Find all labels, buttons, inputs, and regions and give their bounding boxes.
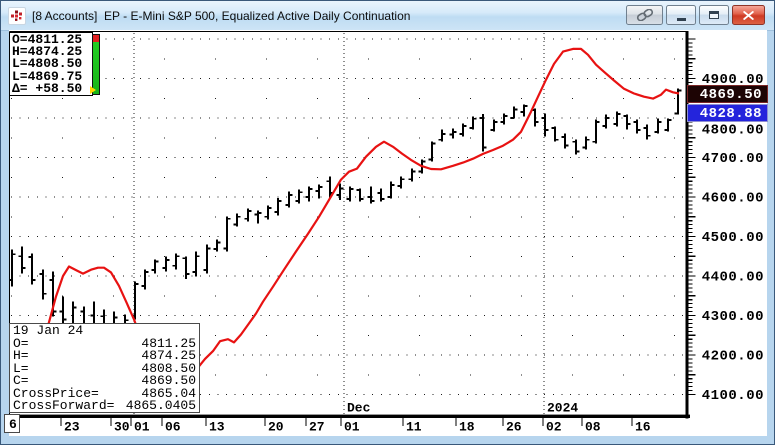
time-axis-day-label: 08 <box>585 420 601 435</box>
chain-link-icon <box>636 9 653 21</box>
tooltip-value: 4869.50 <box>141 373 196 389</box>
maximize-button[interactable] <box>699 5 729 25</box>
window-title: [8 Accounts] EP - E-Mini S&P 500, Equali… <box>32 8 411 23</box>
app-icon <box>8 6 26 25</box>
last-price-box: 4869.50 <box>687 85 768 103</box>
time-axis-day-label: 01 <box>344 420 360 435</box>
tooltip-value: 4865.04 <box>141 385 196 401</box>
time-axis-month-label: Dec <box>347 401 371 416</box>
tooltip-value: 4865.0405 <box>125 398 196 414</box>
minimize-button[interactable] <box>666 5 696 25</box>
tooltip-label: C= <box>13 373 29 389</box>
range-indicator <box>90 34 100 95</box>
time-axis-day-label: 18 <box>459 420 475 435</box>
tooltip-value: 4808.50 <box>141 360 196 376</box>
chart-content: 4900.00 4800.00 4700.00 4600.00 4500.00 4400.… <box>4 30 768 436</box>
tooltip-label: CrossPrice= <box>13 385 99 401</box>
time-axis-day-label: 01 <box>134 420 150 435</box>
axis-corner-box[interactable]: 6 <box>4 414 20 433</box>
tooltip-value: 4811.25 <box>141 335 196 351</box>
price-chart[interactable]: 4900.00 4800.00 4700.00 4600.00 4500.00 4400.… <box>9 30 767 436</box>
time-axis-day-label: 11 <box>406 420 422 435</box>
price-axis-label: 4800.00 <box>702 123 764 139</box>
ohlc-bars <box>9 88 682 342</box>
window-controls <box>626 5 765 25</box>
close-icon <box>743 10 754 20</box>
minimize-icon <box>676 17 686 21</box>
time-axis-day-label: 23 <box>64 420 80 435</box>
price-axis-label: 4300.00 <box>702 309 764 325</box>
time-axis-day-label: 26 <box>506 420 522 435</box>
time-axis-day-label: 02 <box>546 420 562 435</box>
titlebar[interactable]: [8 Accounts] EP - E-Mini S&P 500, Equali… <box>1 1 774 31</box>
range-indicator-arrow <box>90 86 96 94</box>
price-axis-label: 4600.00 <box>702 191 764 207</box>
price-axis-label: 4900.00 <box>702 72 764 88</box>
time-axis-day-label: 30 <box>114 420 130 435</box>
crosshair-tooltip: 19 Jan 24 O= 4811.25 H= 4874.25 L= 4808.50 … <box>9 323 200 413</box>
quote-panel: O=4811.25 H=4874.25 L=4808.50 L=4869.75 … <box>9 32 93 96</box>
price-axis-label: 4400.00 <box>702 270 764 286</box>
price-axis-label: 4700.00 <box>702 151 764 167</box>
tooltip-label: CrossForward= <box>13 398 115 414</box>
close-button[interactable] <box>732 5 765 25</box>
tooltip-date: 19 Jan 24 <box>13 323 84 338</box>
tooltip-label: O= <box>13 335 29 351</box>
axes: 4900.00 4800.00 4700.00 4600.00 4500.00 4400.… <box>9 30 764 435</box>
quote-change: Δ= +58.50 <box>12 80 83 96</box>
price-axis-label: 4100.00 <box>702 388 764 404</box>
link-button[interactable] <box>626 5 663 25</box>
tooltip-value: 4874.25 <box>141 348 196 364</box>
cross-forward-line <box>39 47 680 402</box>
time-axis-day-label: 16 <box>635 420 651 435</box>
price-axis-label: 4500.00 <box>702 230 764 246</box>
cross-price-box: 4828.88 <box>687 104 768 122</box>
maximize-icon <box>709 11 719 19</box>
tooltip-label: L= <box>13 360 29 376</box>
quote-high: H=4874.25 <box>12 44 83 60</box>
time-axis-day-label: 13 <box>209 420 225 435</box>
price-axis-label: 4200.00 <box>702 349 764 365</box>
quote-last: L=4869.75 <box>12 68 83 84</box>
time-axis-day-label: 06 <box>165 420 181 435</box>
tooltip-label: H= <box>13 348 29 364</box>
quote-low: L=4808.50 <box>12 56 83 72</box>
time-axis-day-label: 27 <box>309 420 325 435</box>
time-axis-day-label: 20 <box>268 420 284 435</box>
time-axis-month-label: 2024 <box>547 401 578 416</box>
quote-open: O=4811.25 <box>12 32 83 47</box>
